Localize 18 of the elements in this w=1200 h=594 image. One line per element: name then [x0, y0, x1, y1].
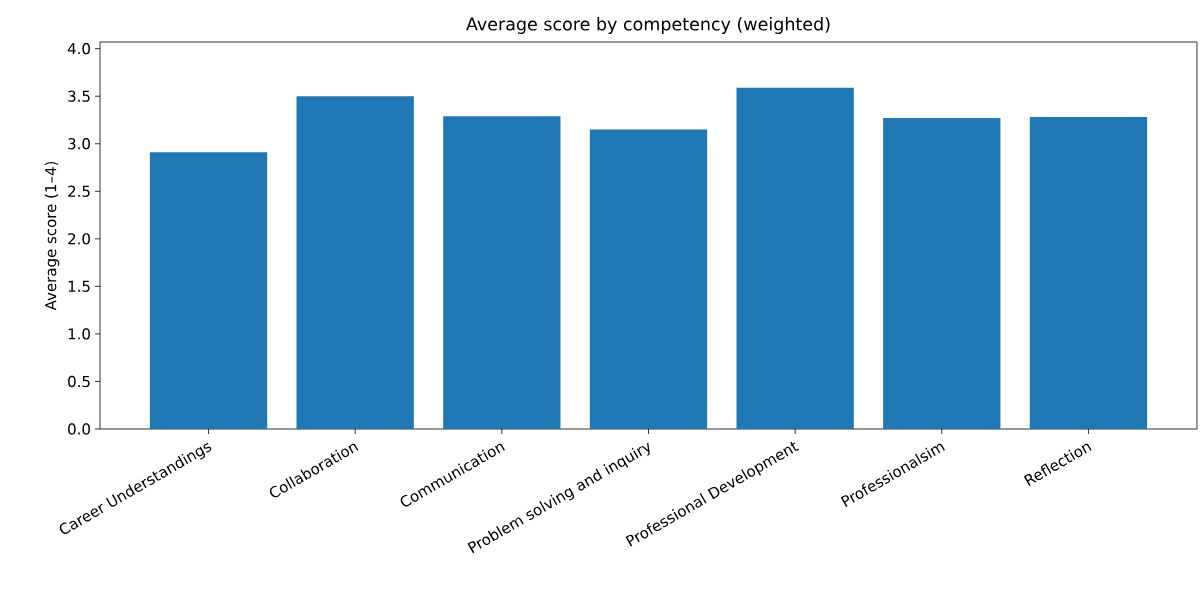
y-tick-label: 0.5	[68, 375, 90, 388]
bar	[443, 116, 561, 429]
y-tick-label: 0.0	[68, 423, 90, 435]
y-tick-label: 3.0	[68, 138, 90, 150]
y-axis-title: Average score (1–4)	[44, 161, 60, 311]
y-tick-label: 2.0	[68, 233, 90, 245]
y-tick-label: 3.5	[68, 90, 90, 102]
y-tick-label: 2.5	[68, 185, 90, 197]
y-tick-label: 4.0	[67, 42, 90, 55]
y-tick-label: 1.0	[68, 328, 90, 340]
bar	[589, 129, 708, 429]
bar	[149, 152, 268, 429]
bar	[736, 87, 854, 429]
chart-title: Average score by competency (weighted)	[466, 17, 830, 34]
bar	[1029, 117, 1148, 429]
bar	[883, 118, 1001, 429]
bar	[296, 96, 414, 429]
y-tick-label: 1.5	[68, 280, 90, 292]
